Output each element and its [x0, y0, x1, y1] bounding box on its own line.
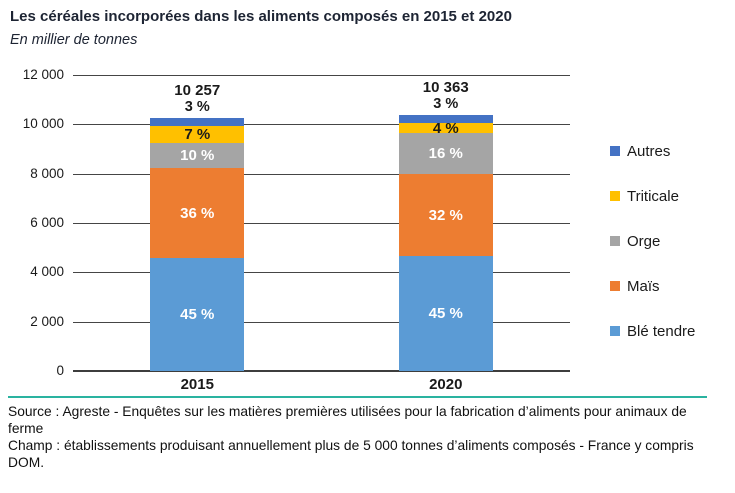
champ-text: Champ : établissements produisant annuel… — [8, 438, 694, 470]
legend-marker-icon — [610, 326, 620, 336]
legend-marker-icon — [610, 281, 620, 291]
y-axis-tick-label: 12 000 — [22, 67, 64, 82]
gridline — [73, 223, 570, 224]
segment-percent-label: 7 % — [184, 125, 211, 143]
segment-percent-label-above: 3 % — [184, 99, 210, 115]
stacked-bar-2020: 45 % 32 % 16 % 4 % 3 % 10 363 — [398, 80, 493, 371]
segment-percent-label: 10 % — [180, 147, 215, 165]
bar-segment-Triticale: 4 % — [398, 119, 493, 137]
bar-segment-Triticale: 7 % — [150, 125, 245, 144]
legend-marker-icon — [610, 146, 620, 156]
gridline — [73, 173, 570, 175]
y-axis-tick-label: 0 — [56, 363, 64, 378]
segment-percent-label: 36 % — [180, 204, 215, 222]
divider-line — [8, 396, 707, 398]
legend-item-Maïs: Maïs — [610, 277, 695, 295]
y-axis-tick-label: 10 000 — [22, 116, 64, 132]
gridline — [73, 321, 570, 323]
segment-percent-label-above: 3 % — [433, 96, 459, 113]
legend-label: Maïs — [627, 277, 660, 295]
legend-item-Autres: Autres — [610, 142, 695, 160]
bar-total-label: 10 257 — [174, 82, 221, 99]
y-axis-tick-label: 8 000 — [30, 165, 64, 181]
stacked-bar-2015: 45 % 36 % 10 % 7 % 3 % 10 257 — [150, 83, 245, 371]
x-axis-label-2015: 2015 — [180, 376, 214, 393]
legend-label: Orge — [627, 232, 661, 250]
segment-percent-label: 16 % — [428, 145, 463, 163]
segment-percent-label: 32 % — [428, 206, 463, 224]
legend-item-Triticale: Triticale — [610, 187, 695, 205]
legend-item-Orge: Orge — [610, 232, 695, 250]
page-title: Les céréales incorporées dans les alimen… — [10, 8, 512, 25]
legend-label: Triticale — [627, 187, 679, 205]
bar-segment-Autres — [150, 118, 245, 126]
y-axis-tick-label: 6 000 — [30, 215, 64, 230]
segment-percent-label: 45 % — [180, 306, 215, 324]
bar-segment-Orge: 16 % — [398, 133, 493, 175]
gridline — [73, 75, 570, 76]
legend: Autres Triticale Orge Maïs Blé tendre — [610, 143, 695, 368]
gridline — [73, 124, 570, 126]
y-axis-tick-label: 2 000 — [30, 313, 64, 329]
x-axis-label-2020: 2020 — [429, 376, 463, 393]
source-note: Source : Agreste - Enquêtes sur les mati… — [8, 403, 709, 471]
chart-subtitle: En millier de tonnes — [10, 32, 138, 48]
source-text: Source : Agreste - Enquêtes sur les mati… — [8, 404, 687, 436]
legend-label: Blé tendre — [627, 322, 696, 340]
legend-label: Autres — [627, 142, 671, 160]
legend-marker-icon — [610, 191, 620, 201]
legend-marker-icon — [610, 236, 620, 246]
y-axis-tick-label: 4 000 — [30, 264, 64, 280]
bar-total-label: 10 363 — [422, 79, 469, 97]
bar-segment-Blé tendre: 45 % — [398, 255, 493, 371]
plot-area: 45 % 36 % 10 % 7 % 3 % 10 257 45 % 32 % 16 % 4 % 3… — [73, 75, 570, 372]
x-axis-line — [73, 370, 570, 372]
bar-segment-Maïs: 36 % — [150, 168, 245, 259]
segment-percent-label: 4 % — [432, 119, 459, 137]
bar-segment-Autres — [398, 115, 493, 124]
segment-percent-label: 45 % — [428, 304, 463, 322]
bar-segment-Maïs: 32 % — [398, 174, 493, 256]
bar-segment-Blé tendre: 45 % — [150, 258, 245, 371]
gridline — [73, 272, 570, 274]
legend-item-Blé tendre: Blé tendre — [610, 322, 696, 340]
bar-segment-Orge: 10 % — [150, 143, 245, 169]
